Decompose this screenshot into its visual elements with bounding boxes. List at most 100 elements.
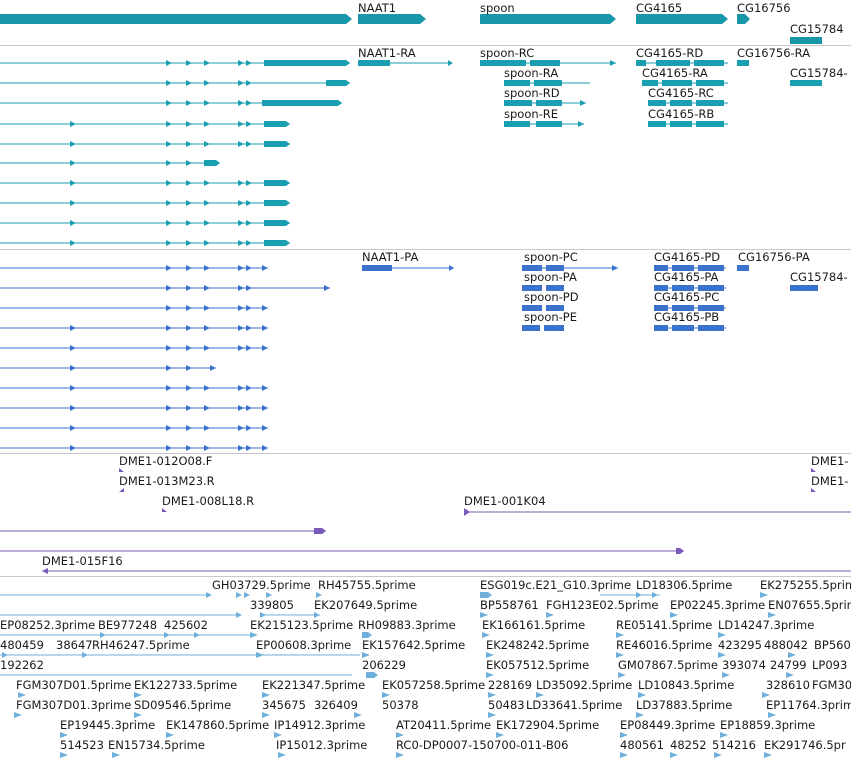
est-label[interactable]: BE977248: [98, 618, 158, 632]
est-label[interactable]: 514216: [712, 738, 756, 752]
est-label[interactable]: SD09546.5prime: [134, 698, 232, 712]
protein-label-naat1-pa[interactable]: NAAT1-PA: [362, 250, 419, 264]
est-label[interactable]: EK147860.5prime: [166, 718, 270, 732]
transcript-label-cg15784[interactable]: CG15784-: [790, 66, 848, 80]
est-label[interactable]: EK157642.5prime: [362, 638, 466, 652]
protein-label-cg4165-pb[interactable]: CG4165-PB: [654, 310, 720, 324]
gene-label-cg15784[interactable]: CG15784: [790, 22, 844, 36]
est-label[interactable]: RE46016.5prime: [616, 638, 713, 652]
est-label[interactable]: EP18859.3prime: [720, 718, 816, 732]
transcript-label-spoon-ra[interactable]: spoon-RA: [504, 66, 559, 80]
est-label[interactable]: LD37883.5prime: [636, 698, 733, 712]
est-label[interactable]: EK166161.5prime: [482, 618, 586, 632]
transcript-label-cg4165-rd[interactable]: CG4165-RD: [636, 46, 704, 60]
protein-label-cg4165-pd[interactable]: CG4165-PD: [654, 250, 721, 264]
est-label[interactable]: GM07867.5prime: [618, 658, 718, 672]
est-label[interactable]: 326409: [314, 698, 358, 712]
est-label[interactable]: EK248242.5prime: [486, 638, 590, 652]
est-label[interactable]: FGM30: [812, 678, 851, 692]
est-label[interactable]: EK172904.5prime: [496, 718, 600, 732]
est-label[interactable]: IP14912.3prime: [274, 718, 366, 732]
est-label[interactable]: 514523: [60, 738, 104, 752]
est-label[interactable]: 480459: [0, 638, 44, 652]
est-label[interactable]: FGM307D01.5prime: [16, 678, 132, 692]
transcript-label-cg4165-rb[interactable]: CG4165-RB: [648, 107, 715, 121]
est-label[interactable]: ESG019c.E21_G10.3prime: [480, 578, 632, 592]
est-label[interactable]: EP08252.3prime: [0, 618, 96, 632]
gene-label-cg4165[interactable]: CG4165: [636, 1, 683, 15]
est-label[interactable]: FGM307D01.3prime: [16, 698, 132, 712]
protein-label-cg15784[interactable]: CG15784-: [790, 270, 848, 284]
clone-label-dme1-013m23-r[interactable]: DME1-013M23.R: [119, 474, 215, 488]
gene-label-cg16756[interactable]: CG16756: [737, 1, 791, 15]
est-label[interactable]: 425602: [164, 618, 208, 632]
est-label[interactable]: BP558761: [480, 598, 539, 612]
transcript-label-spoon-re[interactable]: spoon-RE: [504, 107, 559, 121]
clone-label-dme1-008l18-r[interactable]: DME1-008L18.R: [162, 494, 255, 508]
est-label[interactable]: GH03729.5prime: [212, 578, 311, 592]
est-label[interactable]: RH45755.5prime: [318, 578, 416, 592]
est-label[interactable]: LD33641.5prime: [526, 698, 623, 712]
protein-label-spoon-pd[interactable]: spoon-PD: [524, 290, 579, 304]
est-label[interactable]: FGH123E02.5prime: [546, 598, 659, 612]
transcript-label-naat1-ra[interactable]: NAAT1-RA: [358, 46, 416, 60]
clone-label-dme1-001k04[interactable]: DME1-001K04: [464, 494, 546, 508]
est-label[interactable]: EK057512.5prime: [486, 658, 590, 672]
clone-label-dme1-012o08-f[interactable]: DME1-012O08.F: [119, 454, 213, 468]
est-label[interactable]: 480561: [620, 738, 664, 752]
est-label[interactable]: LD18306.5prime: [636, 578, 733, 592]
protein-label-cg4165-pa[interactable]: CG4165-PA: [654, 270, 719, 284]
transcript-label-spoon-rd[interactable]: spoon-RD: [504, 86, 560, 100]
transcript-label-cg4165-ra[interactable]: CG4165-RA: [642, 66, 708, 80]
est-label[interactable]: RH09883.3prime: [358, 618, 456, 632]
est-label[interactable]: 328610: [766, 678, 810, 692]
est-label[interactable]: EK215123.5prime: [250, 618, 354, 632]
est-label[interactable]: LD35092.5prime: [536, 678, 633, 692]
est-label[interactable]: EP11764.3prim: [766, 698, 851, 712]
est-label[interactable]: BP560: [814, 638, 851, 652]
est-label[interactable]: 339805: [250, 598, 294, 612]
transcript-label-cg4165-rc[interactable]: CG4165-RC: [648, 86, 714, 100]
est-label[interactable]: LD14247.3prime: [718, 618, 815, 632]
est-label[interactable]: RH46247.5prime: [92, 638, 190, 652]
transcript-label-cg16756-ra[interactable]: CG16756-RA: [737, 46, 811, 60]
est-label[interactable]: EP02245.3prime: [670, 598, 766, 612]
est-label[interactable]: EN07655.5prime: [768, 598, 851, 612]
est-label[interactable]: 50483: [488, 698, 525, 712]
protein-label-cg16756-pa[interactable]: CG16756-PA: [738, 250, 810, 264]
est-label[interactable]: 192262: [0, 658, 44, 672]
est-label[interactable]: AT20411.5prime: [396, 718, 492, 732]
est-label[interactable]: EP08449.3prime: [620, 718, 716, 732]
protein-label-spoon-pc[interactable]: spoon-PC: [524, 250, 578, 264]
est-label[interactable]: 345675: [262, 698, 306, 712]
est-label[interactable]: EK275255.5prime: [760, 578, 851, 592]
est-label[interactable]: EP00608.3prime: [256, 638, 352, 652]
est-label[interactable]: EK057258.5prime: [382, 678, 486, 692]
est-label[interactable]: EP19445.3prime: [60, 718, 156, 732]
est-label[interactable]: 24799: [770, 658, 807, 672]
protein-label-cg4165-pc[interactable]: CG4165-PC: [654, 290, 720, 304]
est-label[interactable]: EK221347.5prime: [262, 678, 366, 692]
est-label[interactable]: RC0-DP0007-150700-011-B06: [396, 738, 569, 752]
est-label[interactable]: 228169: [488, 678, 532, 692]
est-label[interactable]: 423295: [718, 638, 762, 652]
est-label[interactable]: 38647: [56, 638, 93, 652]
est-label[interactable]: EN15734.5prime: [108, 738, 205, 752]
est-label[interactable]: IP15012.3prime: [276, 738, 368, 752]
est-label[interactable]: 393074: [722, 658, 766, 672]
est-label[interactable]: 48252: [670, 738, 707, 752]
gene-label-naat1[interactable]: NAAT1: [358, 1, 397, 15]
gene-label-spoon[interactable]: spoon: [480, 1, 515, 15]
clone-label-dme1-right-1[interactable]: DME1-: [811, 454, 849, 468]
est-label[interactable]: RE05141.5prime: [616, 618, 713, 632]
est-label[interactable]: EK291746.5pr: [764, 738, 846, 752]
est-label[interactable]: LD10843.5prime: [638, 678, 735, 692]
clone-label-dme1-right-2[interactable]: DME1-: [811, 474, 849, 488]
est-label[interactable]: EK207649.5prime: [314, 598, 418, 612]
est-label[interactable]: EK122733.5prime: [134, 678, 238, 692]
est-label[interactable]: 50378: [382, 698, 419, 712]
est-label[interactable]: 206229: [362, 658, 406, 672]
transcript-label-spoon-rc[interactable]: spoon-RC: [480, 46, 535, 60]
est-label[interactable]: LP093: [812, 658, 848, 672]
protein-label-spoon-pe[interactable]: spoon-PE: [524, 310, 578, 324]
